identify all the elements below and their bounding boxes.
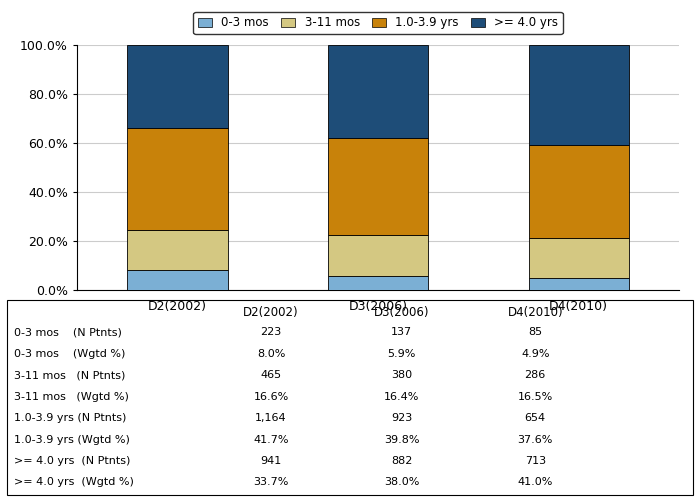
Text: 85: 85 [528,328,542,338]
Text: 33.7%: 33.7% [253,478,289,488]
Bar [328,236,428,276]
Text: 137: 137 [391,328,412,338]
Text: 8.0%: 8.0% [257,349,286,359]
Legend: 0-3 mos, 3-11 mos, 1.0-3.9 yrs, >= 4.0 yrs: 0-3 mos, 3-11 mos, 1.0-3.9 yrs, >= 4.0 y… [193,12,563,34]
Text: >= 4.0 yrs  (Wgtd %): >= 4.0 yrs (Wgtd %) [14,478,134,488]
Bar [127,45,228,128]
Text: 380: 380 [391,370,412,380]
Text: 654: 654 [525,413,546,423]
Text: 3-11 mos   (Wgtd %): 3-11 mos (Wgtd %) [14,392,129,402]
Text: 223: 223 [260,328,281,338]
Bar [127,230,228,270]
Text: 1.0-3.9 yrs (N Ptnts): 1.0-3.9 yrs (N Ptnts) [14,413,126,423]
Text: 286: 286 [524,370,546,380]
Text: 1.0-3.9 yrs (Wgtd %): 1.0-3.9 yrs (Wgtd %) [14,434,130,444]
Text: 0-3 mos    (N Ptnts): 0-3 mos (N Ptnts) [14,328,122,338]
Text: 3-11 mos   (N Ptnts): 3-11 mos (N Ptnts) [14,370,125,380]
Text: 1,164: 1,164 [256,413,287,423]
Text: D4(2010): D4(2010) [508,306,563,319]
Text: 713: 713 [525,456,546,466]
Text: 941: 941 [260,456,281,466]
Text: 882: 882 [391,456,412,466]
Text: 41.7%: 41.7% [253,434,289,444]
Bar [328,276,428,290]
Text: 5.9%: 5.9% [387,349,416,359]
Text: D3(2006): D3(2006) [374,306,429,319]
Text: 41.0%: 41.0% [517,478,553,488]
Text: 4.9%: 4.9% [521,349,550,359]
Text: D2(2002): D2(2002) [244,306,299,319]
Text: 16.6%: 16.6% [253,392,288,402]
Text: 465: 465 [260,370,281,380]
Text: 16.4%: 16.4% [384,392,419,402]
Text: >= 4.0 yrs  (N Ptnts): >= 4.0 yrs (N Ptnts) [14,456,130,466]
Bar [528,278,629,290]
Bar [528,238,629,278]
Bar [127,128,228,230]
Bar [328,138,428,235]
Text: 37.6%: 37.6% [517,434,553,444]
Text: 16.5%: 16.5% [517,392,553,402]
Text: 39.8%: 39.8% [384,434,419,444]
Bar [328,45,428,138]
Text: 38.0%: 38.0% [384,478,419,488]
Bar [127,270,228,290]
Text: 0-3 mos    (Wgtd %): 0-3 mos (Wgtd %) [14,349,125,359]
Text: 923: 923 [391,413,412,423]
Bar [528,146,629,238]
Bar [528,45,629,146]
